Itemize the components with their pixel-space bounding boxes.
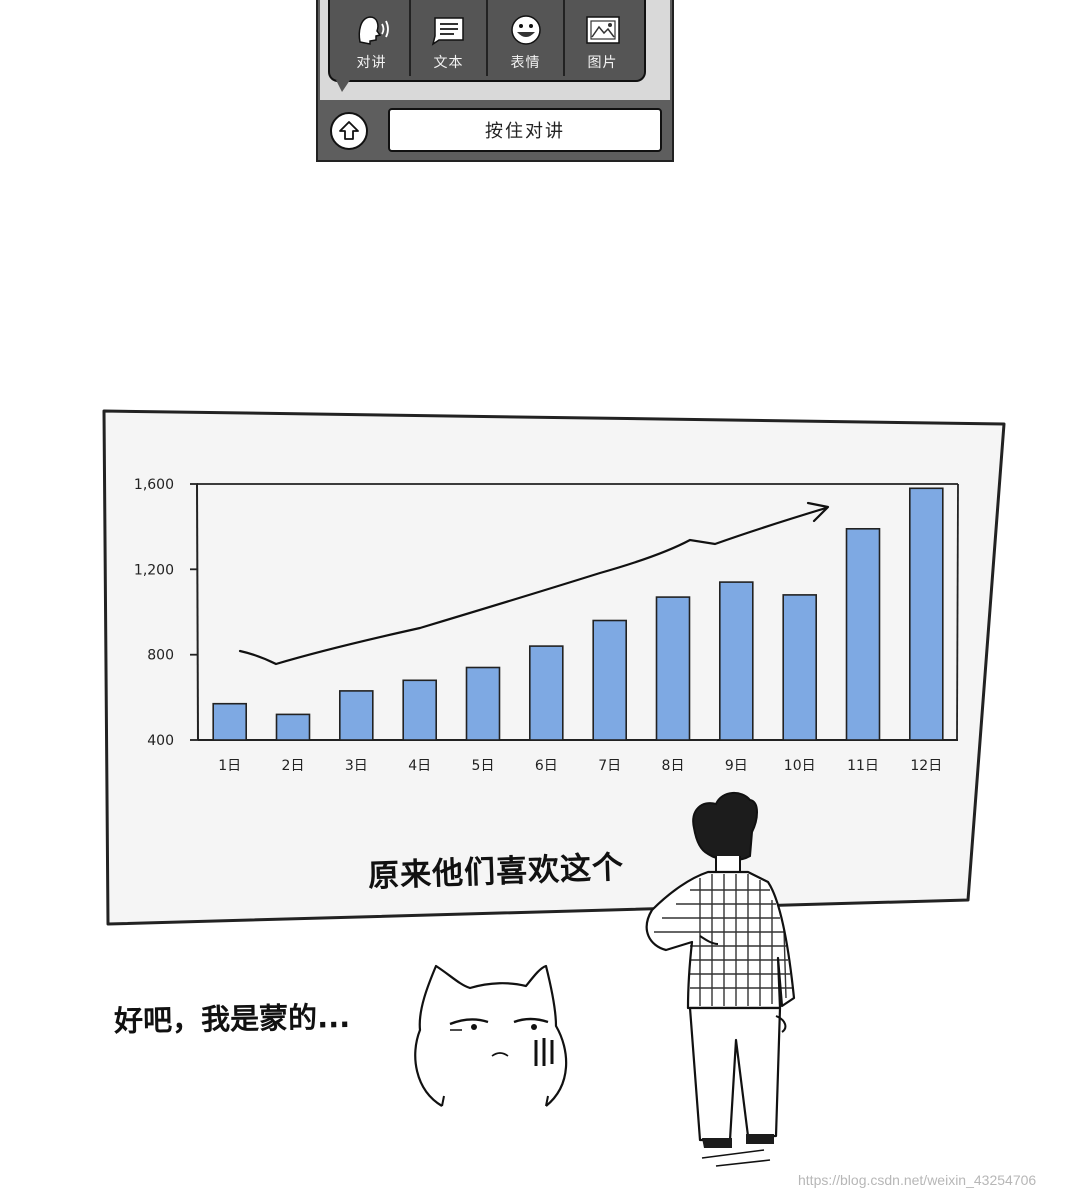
trend-arrow-line xyxy=(238,506,828,666)
cat-body xyxy=(414,964,568,1107)
bar-10 xyxy=(782,594,818,741)
x-tick-label: 6日 xyxy=(535,758,558,774)
push-to-talk-button[interactable]: 按住对讲 xyxy=(388,108,662,152)
bar-5 xyxy=(465,666,501,741)
x-tick-label: 4日 xyxy=(408,758,431,774)
menu-item-label: 文本 xyxy=(433,55,464,71)
menu-item-emoji[interactable]: 表情 xyxy=(488,0,565,76)
x-tick-label: 1日 xyxy=(218,758,241,774)
menu-item-text[interactable]: 文本 xyxy=(411,0,488,76)
y-tick-label: 1,600 xyxy=(134,477,174,493)
bar-4 xyxy=(402,679,438,741)
board-caption: 原来他们喜欢这个 xyxy=(367,849,625,895)
bar-8 xyxy=(655,596,691,741)
cat-character xyxy=(414,964,568,1107)
y-tick-label: 400 xyxy=(147,733,174,749)
bar-6 xyxy=(528,645,564,741)
chat-panel: 对讲 文本 表情 xyxy=(316,0,674,162)
chat-input-bar: 按住对讲 xyxy=(318,100,672,160)
text-icon xyxy=(431,17,464,46)
x-tick-label: 11日 xyxy=(847,758,879,774)
shirt xyxy=(645,870,796,1010)
cat-speech-text: 好吧，我是蒙的... xyxy=(113,999,351,1039)
bar-11 xyxy=(845,527,881,741)
x-tick-label: 9日 xyxy=(725,758,748,774)
y-tick-label: 1,200 xyxy=(134,562,174,578)
bar-2 xyxy=(275,713,311,741)
menu-item-voice[interactable]: 对讲 xyxy=(334,0,411,76)
x-tick-label: 3日 xyxy=(345,758,368,774)
bar-9 xyxy=(718,581,754,741)
menu-pointer xyxy=(336,80,350,92)
trousers xyxy=(688,1006,782,1142)
y-tick-label: 800 xyxy=(147,648,174,664)
menu-item-label: 图片 xyxy=(587,55,618,71)
y-axis xyxy=(196,483,199,741)
bar-7 xyxy=(592,619,628,741)
up-arrow-icon xyxy=(339,121,359,140)
x-tick-label: 12日 xyxy=(910,758,942,774)
chart-right-border xyxy=(956,483,959,741)
y-ticks-layer: 400 800 1,200 1,600 xyxy=(134,477,198,749)
watermark: https://blog.csdn.net/weixin_43254706 xyxy=(798,1172,1037,1188)
x-labels-layer: 1日 2日 3日 4日 5日 6日 7日 8日 9日 10日 11日 12日 xyxy=(218,758,942,774)
man-character xyxy=(645,792,796,1167)
expand-button[interactable] xyxy=(330,112,368,150)
menu-item-label: 表情 xyxy=(510,55,541,71)
speaker-head-icon xyxy=(358,16,389,45)
x-tick-label: 10日 xyxy=(784,758,816,774)
x-tick-label: 5日 xyxy=(472,758,495,774)
menu-item-label: 对讲 xyxy=(356,55,387,71)
board-panel xyxy=(102,409,1006,926)
trend-arrow-head xyxy=(806,501,830,523)
smiley-icon xyxy=(510,15,541,45)
x-tick-label: 2日 xyxy=(282,758,305,774)
x-tick-label: 7日 xyxy=(598,758,621,774)
menu-item-image[interactable]: 图片 xyxy=(565,0,640,76)
x-tick-label: 8日 xyxy=(662,758,685,774)
bar-12 xyxy=(908,487,944,741)
bar-3 xyxy=(338,690,374,741)
input-type-menu: 对讲 文本 表情 xyxy=(328,0,646,82)
chat-panel-upper: 对讲 文本 表情 xyxy=(320,0,670,100)
bar-1 xyxy=(212,702,247,741)
bars-layer xyxy=(212,487,944,741)
image-icon xyxy=(585,16,620,44)
